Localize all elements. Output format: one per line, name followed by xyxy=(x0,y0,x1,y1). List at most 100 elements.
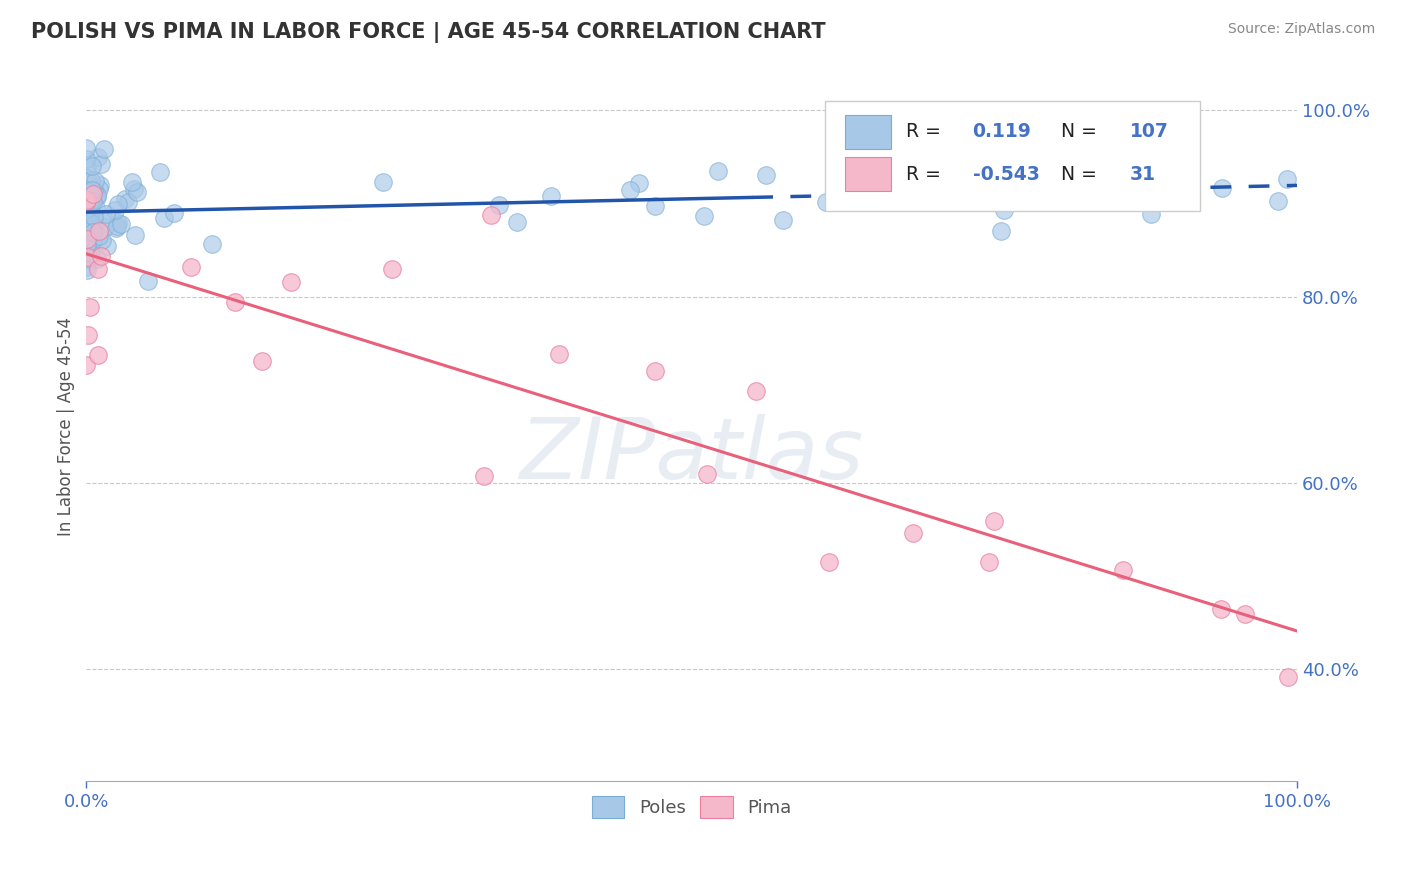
Point xyxy=(114,192,136,206)
Point xyxy=(86,187,108,202)
Point xyxy=(87,348,110,362)
Point xyxy=(79,173,101,187)
Point xyxy=(76,251,98,265)
Point xyxy=(75,202,97,216)
Point xyxy=(707,164,730,178)
Point xyxy=(76,188,98,202)
Point xyxy=(79,234,101,248)
Point xyxy=(79,246,101,260)
Point xyxy=(77,252,100,266)
Point xyxy=(87,182,110,196)
Point xyxy=(75,225,97,239)
Point xyxy=(76,191,98,205)
Point xyxy=(75,194,97,209)
Point xyxy=(80,192,103,206)
Point xyxy=(75,183,97,197)
Point xyxy=(82,194,104,209)
Point xyxy=(82,221,104,235)
Point xyxy=(1171,186,1194,200)
Point xyxy=(84,174,107,188)
Point xyxy=(745,384,768,399)
Point xyxy=(76,199,98,213)
Point xyxy=(1178,169,1201,183)
Point xyxy=(83,210,105,224)
Point xyxy=(628,176,651,190)
Point xyxy=(82,187,104,202)
Point xyxy=(644,364,666,378)
Point xyxy=(149,165,172,179)
Point xyxy=(1277,670,1299,684)
Point xyxy=(79,194,101,209)
Point xyxy=(89,178,111,192)
Point xyxy=(224,294,246,309)
Text: N =: N = xyxy=(1062,122,1102,141)
Point xyxy=(80,159,103,173)
Point xyxy=(80,252,103,266)
Point xyxy=(77,234,100,248)
Point xyxy=(479,208,502,222)
Point xyxy=(75,359,97,373)
Point xyxy=(94,219,117,234)
Point xyxy=(91,211,114,226)
Point xyxy=(983,514,1005,528)
Point xyxy=(381,261,404,276)
Point xyxy=(280,275,302,289)
Text: ZIPatlas: ZIPatlas xyxy=(520,414,863,497)
Point xyxy=(693,210,716,224)
Point xyxy=(696,467,718,482)
Point xyxy=(373,175,395,189)
Point xyxy=(76,250,98,264)
Point xyxy=(86,190,108,204)
Point xyxy=(124,227,146,242)
Point xyxy=(79,301,101,315)
Point xyxy=(75,202,97,217)
Point xyxy=(1275,172,1298,186)
Point xyxy=(86,201,108,215)
Point xyxy=(80,204,103,219)
Text: N =: N = xyxy=(1062,165,1102,184)
Point xyxy=(1267,194,1289,209)
Point xyxy=(1112,563,1135,577)
Point xyxy=(755,168,778,182)
Point xyxy=(76,328,98,343)
Point xyxy=(104,202,127,217)
Point xyxy=(90,249,112,263)
Text: R =: R = xyxy=(905,122,946,141)
Point xyxy=(136,274,159,288)
Y-axis label: In Labor Force | Age 45-54: In Labor Force | Age 45-54 xyxy=(58,318,75,536)
Text: -0.543: -0.543 xyxy=(973,165,1039,184)
Text: R =: R = xyxy=(905,165,946,184)
Text: 107: 107 xyxy=(1130,122,1168,141)
Point xyxy=(75,210,97,224)
Point xyxy=(76,193,98,207)
Point xyxy=(110,217,132,231)
Point xyxy=(977,555,1000,569)
Point xyxy=(76,237,98,252)
Point xyxy=(79,189,101,203)
Point xyxy=(1233,607,1256,622)
Text: POLISH VS PIMA IN LABOR FORCE | AGE 45-54 CORRELATION CHART: POLISH VS PIMA IN LABOR FORCE | AGE 45-5… xyxy=(31,22,825,44)
Point xyxy=(75,208,97,222)
Point xyxy=(91,233,114,247)
Point xyxy=(1211,181,1233,195)
Text: Source: ZipAtlas.com: Source: ZipAtlas.com xyxy=(1227,22,1375,37)
Point xyxy=(818,555,841,569)
Point xyxy=(163,205,186,219)
Point xyxy=(75,198,97,212)
Point xyxy=(76,211,98,226)
Point xyxy=(87,150,110,164)
FancyBboxPatch shape xyxy=(845,115,891,149)
Point xyxy=(619,183,641,197)
Point xyxy=(87,224,110,238)
Point xyxy=(252,354,274,368)
Point xyxy=(80,183,103,197)
Point xyxy=(1087,161,1109,176)
Point xyxy=(76,237,98,252)
Point xyxy=(76,207,98,221)
Point xyxy=(75,140,97,154)
Point xyxy=(82,216,104,230)
Point xyxy=(180,260,202,275)
Point xyxy=(75,198,97,212)
Point xyxy=(990,224,1012,238)
Point xyxy=(83,220,105,235)
